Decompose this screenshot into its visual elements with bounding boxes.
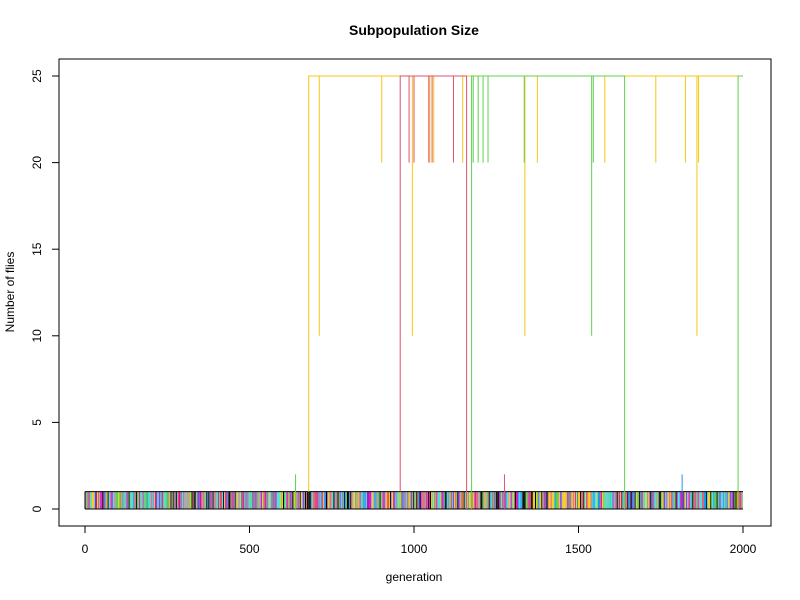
y-tick-label: 20 (30, 156, 44, 170)
y-tick-label: 10 (30, 329, 44, 343)
y-axis-label: Number of flies (3, 252, 17, 333)
y-tick-label: 25 (30, 69, 44, 83)
noise-band (84, 491, 743, 510)
series-2-line-1 (737, 75, 743, 509)
y-tick-label: 5 (30, 419, 44, 426)
x-tick-label: 2000 (730, 542, 757, 556)
series-2 (471, 75, 743, 509)
series-1 (399, 75, 468, 509)
x-tick-label: 1500 (565, 542, 592, 556)
series-0-line-0 (308, 75, 743, 492)
x-tick-label: 500 (239, 542, 259, 556)
y-axis: 0 5 10 15 20 25 (30, 69, 60, 512)
plot-area (84, 75, 743, 510)
series-1-line-0 (399, 75, 468, 509)
y-tick-label: 15 (30, 242, 44, 256)
x-axis: 0 500 1000 1500 2000 (82, 525, 757, 556)
plot-frame (58, 58, 772, 527)
x-tick-label: 1000 (401, 542, 428, 556)
chart-title: Subpopulation Size (349, 22, 479, 38)
x-axis-label: generation (386, 570, 443, 584)
x-tick-label: 0 (82, 542, 89, 556)
series-0 (308, 75, 743, 492)
series-2-line-0 (471, 75, 626, 509)
y-tick-label: 0 (30, 505, 44, 512)
